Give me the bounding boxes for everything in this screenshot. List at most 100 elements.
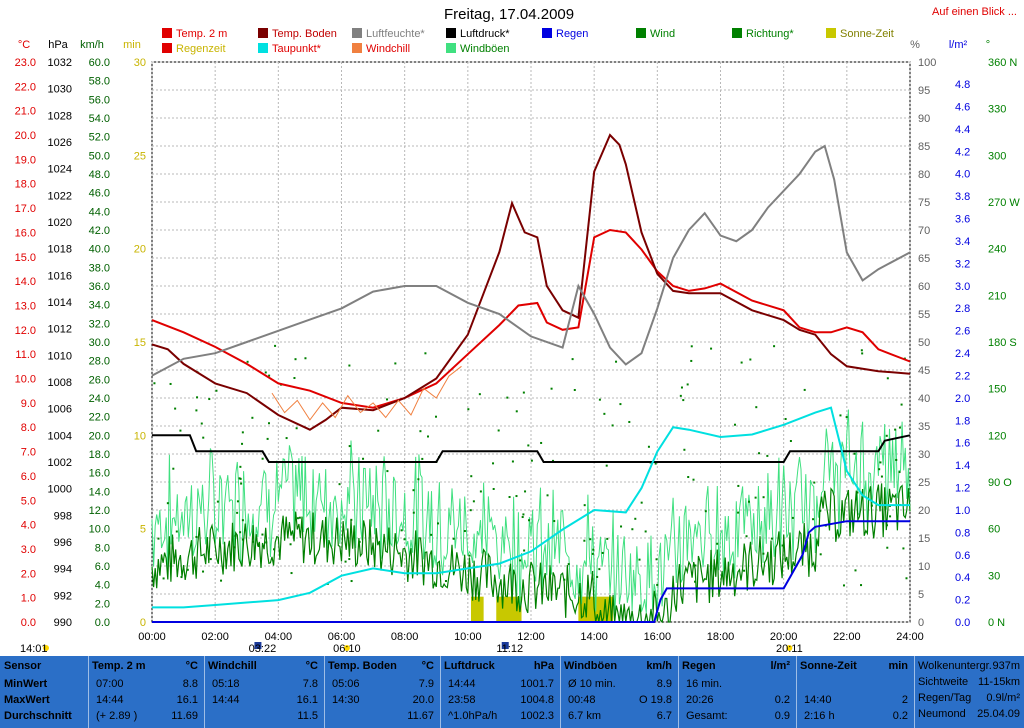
series-temp-2-m xyxy=(151,228,911,409)
stats-header: Temp. 2 m xyxy=(92,660,146,672)
celsius-tick: 20.0 xyxy=(15,130,36,142)
percent-tick: 80 xyxy=(918,169,930,181)
stats-cell-label: 05:18 xyxy=(212,678,240,690)
kmh-unit-label: km/h xyxy=(80,39,104,51)
richtung-point xyxy=(704,510,707,513)
celsius-tick: 4.0 xyxy=(21,520,36,532)
direction-tick: 360 N xyxy=(988,57,1017,69)
richtung-point xyxy=(894,428,897,431)
richtung-point xyxy=(452,537,455,540)
richtung-point xyxy=(592,548,595,551)
richtung-point xyxy=(611,424,614,427)
kmh-tick: 40.0 xyxy=(89,244,110,256)
stats-cell-label: 20:26 xyxy=(686,694,714,706)
legend-label: Luftfeuchte* xyxy=(366,28,425,40)
stats-header: Sonne-Zeit xyxy=(800,660,857,672)
kmh-tick: 42.0 xyxy=(89,225,110,237)
min-unit-label: min xyxy=(123,39,141,51)
stats-unit: °C xyxy=(305,660,318,672)
rain-tick: 0.8 xyxy=(955,527,970,539)
kmh-tick: 28.0 xyxy=(89,356,110,368)
percent-tick: 85 xyxy=(918,141,930,153)
stats-cell-label: 23:58 xyxy=(448,694,476,706)
legend-swatch xyxy=(446,28,456,38)
rain-tick: 3.0 xyxy=(955,281,970,293)
sun-marker-icon xyxy=(786,645,793,651)
celsius-tick: 5.0 xyxy=(21,495,36,507)
direction-tick: 330 xyxy=(988,104,1006,116)
percent-tick: 55 xyxy=(918,309,930,321)
richtung-point xyxy=(200,422,203,425)
richtung-point xyxy=(208,398,211,401)
richtung-point xyxy=(239,531,242,534)
legend-swatch xyxy=(258,28,268,38)
hpa-tick: 1002 xyxy=(48,457,72,469)
weather-chart: 23.0 22.0 21.0 20.0 19.0 18.0 17.0 16.0 15.0 14.0… xyxy=(15,28,1020,655)
hpa-tick: 1020 xyxy=(48,217,72,229)
richtung-point xyxy=(853,452,856,455)
richtung-point xyxy=(295,427,298,430)
min-tick: 5 xyxy=(140,524,146,536)
richtung-point xyxy=(687,476,690,479)
celsius-tick: 14.0 xyxy=(15,276,36,288)
richtung-point xyxy=(195,409,198,412)
time-marker-label: 06:10 xyxy=(333,643,361,655)
percent-tick: 25 xyxy=(918,477,930,489)
percent-tick: 15 xyxy=(918,533,930,545)
percent-tick: 95 xyxy=(918,85,930,97)
richtung-point xyxy=(902,547,905,550)
hpa-tick: 1026 xyxy=(48,137,72,149)
stats-cell-value: 8.8 xyxy=(182,678,198,690)
kmh-tick: 36.0 xyxy=(89,281,110,293)
kmh-tick: 12.0 xyxy=(89,505,110,517)
richtung-point xyxy=(596,575,599,578)
richtung-point xyxy=(521,516,524,519)
richtung-point xyxy=(606,537,609,540)
hpa-tick: 1008 xyxy=(48,377,72,389)
stats-col-temp2m: Temp. 2 m °C 07:00 8.8 14:44 16.1 (+ 2.89 ) 11.… xyxy=(88,656,205,728)
stats-cell-value: 0.2 xyxy=(892,710,908,722)
extra-value: 937m xyxy=(992,660,1020,672)
kmh-tick: 8.0 xyxy=(95,542,110,554)
richtung-point xyxy=(819,553,822,556)
richtung-point xyxy=(265,541,268,544)
celsius-tick: 17.0 xyxy=(15,203,36,215)
kmh-tick: 2.0 xyxy=(95,598,110,610)
kmh-tick: 0.0 xyxy=(95,617,110,629)
stats-header: Sensor xyxy=(4,660,42,672)
stats-cell-label: 14:44 xyxy=(96,694,124,706)
richtung-point xyxy=(601,551,604,554)
richtung-point xyxy=(860,349,863,352)
richtung-point xyxy=(747,500,750,503)
richtung-point xyxy=(644,530,647,533)
stats-cell-label: 07:00 xyxy=(96,678,124,690)
series-luftdruck- xyxy=(152,434,911,463)
richtung-point xyxy=(157,537,160,540)
time-tick: 10:00 xyxy=(454,631,482,643)
overview-link[interactable]: Auf einen Blick ... xyxy=(932,6,1017,18)
richtung-point xyxy=(522,391,525,394)
richtung-point xyxy=(515,410,518,413)
richtung-point xyxy=(546,494,549,497)
rain-unit-label: l/m² xyxy=(949,39,968,51)
richtung-point xyxy=(583,539,586,542)
hpa-tick: 1032 xyxy=(48,57,72,69)
percent-tick: 50 xyxy=(918,337,930,349)
celsius-tick: 7.0 xyxy=(21,447,36,459)
richtung-point xyxy=(553,520,556,523)
direction-tick: 210 xyxy=(988,290,1006,302)
stats-cell-value: 11.69 xyxy=(171,710,198,722)
richtung-point xyxy=(690,359,693,362)
rain-tick: 2.2 xyxy=(955,370,970,382)
richtung-point xyxy=(266,437,269,440)
richtung-point xyxy=(252,540,255,543)
min-tick: 25 xyxy=(134,150,146,162)
rain-tick: 3.4 xyxy=(955,236,970,248)
kmh-tick: 20.0 xyxy=(89,430,110,442)
direction-tick: 240 xyxy=(988,244,1006,256)
legend-swatch xyxy=(446,43,456,53)
richtung-point xyxy=(240,482,243,485)
rain-tick: 1.6 xyxy=(955,438,970,450)
richtung-point xyxy=(220,579,223,582)
